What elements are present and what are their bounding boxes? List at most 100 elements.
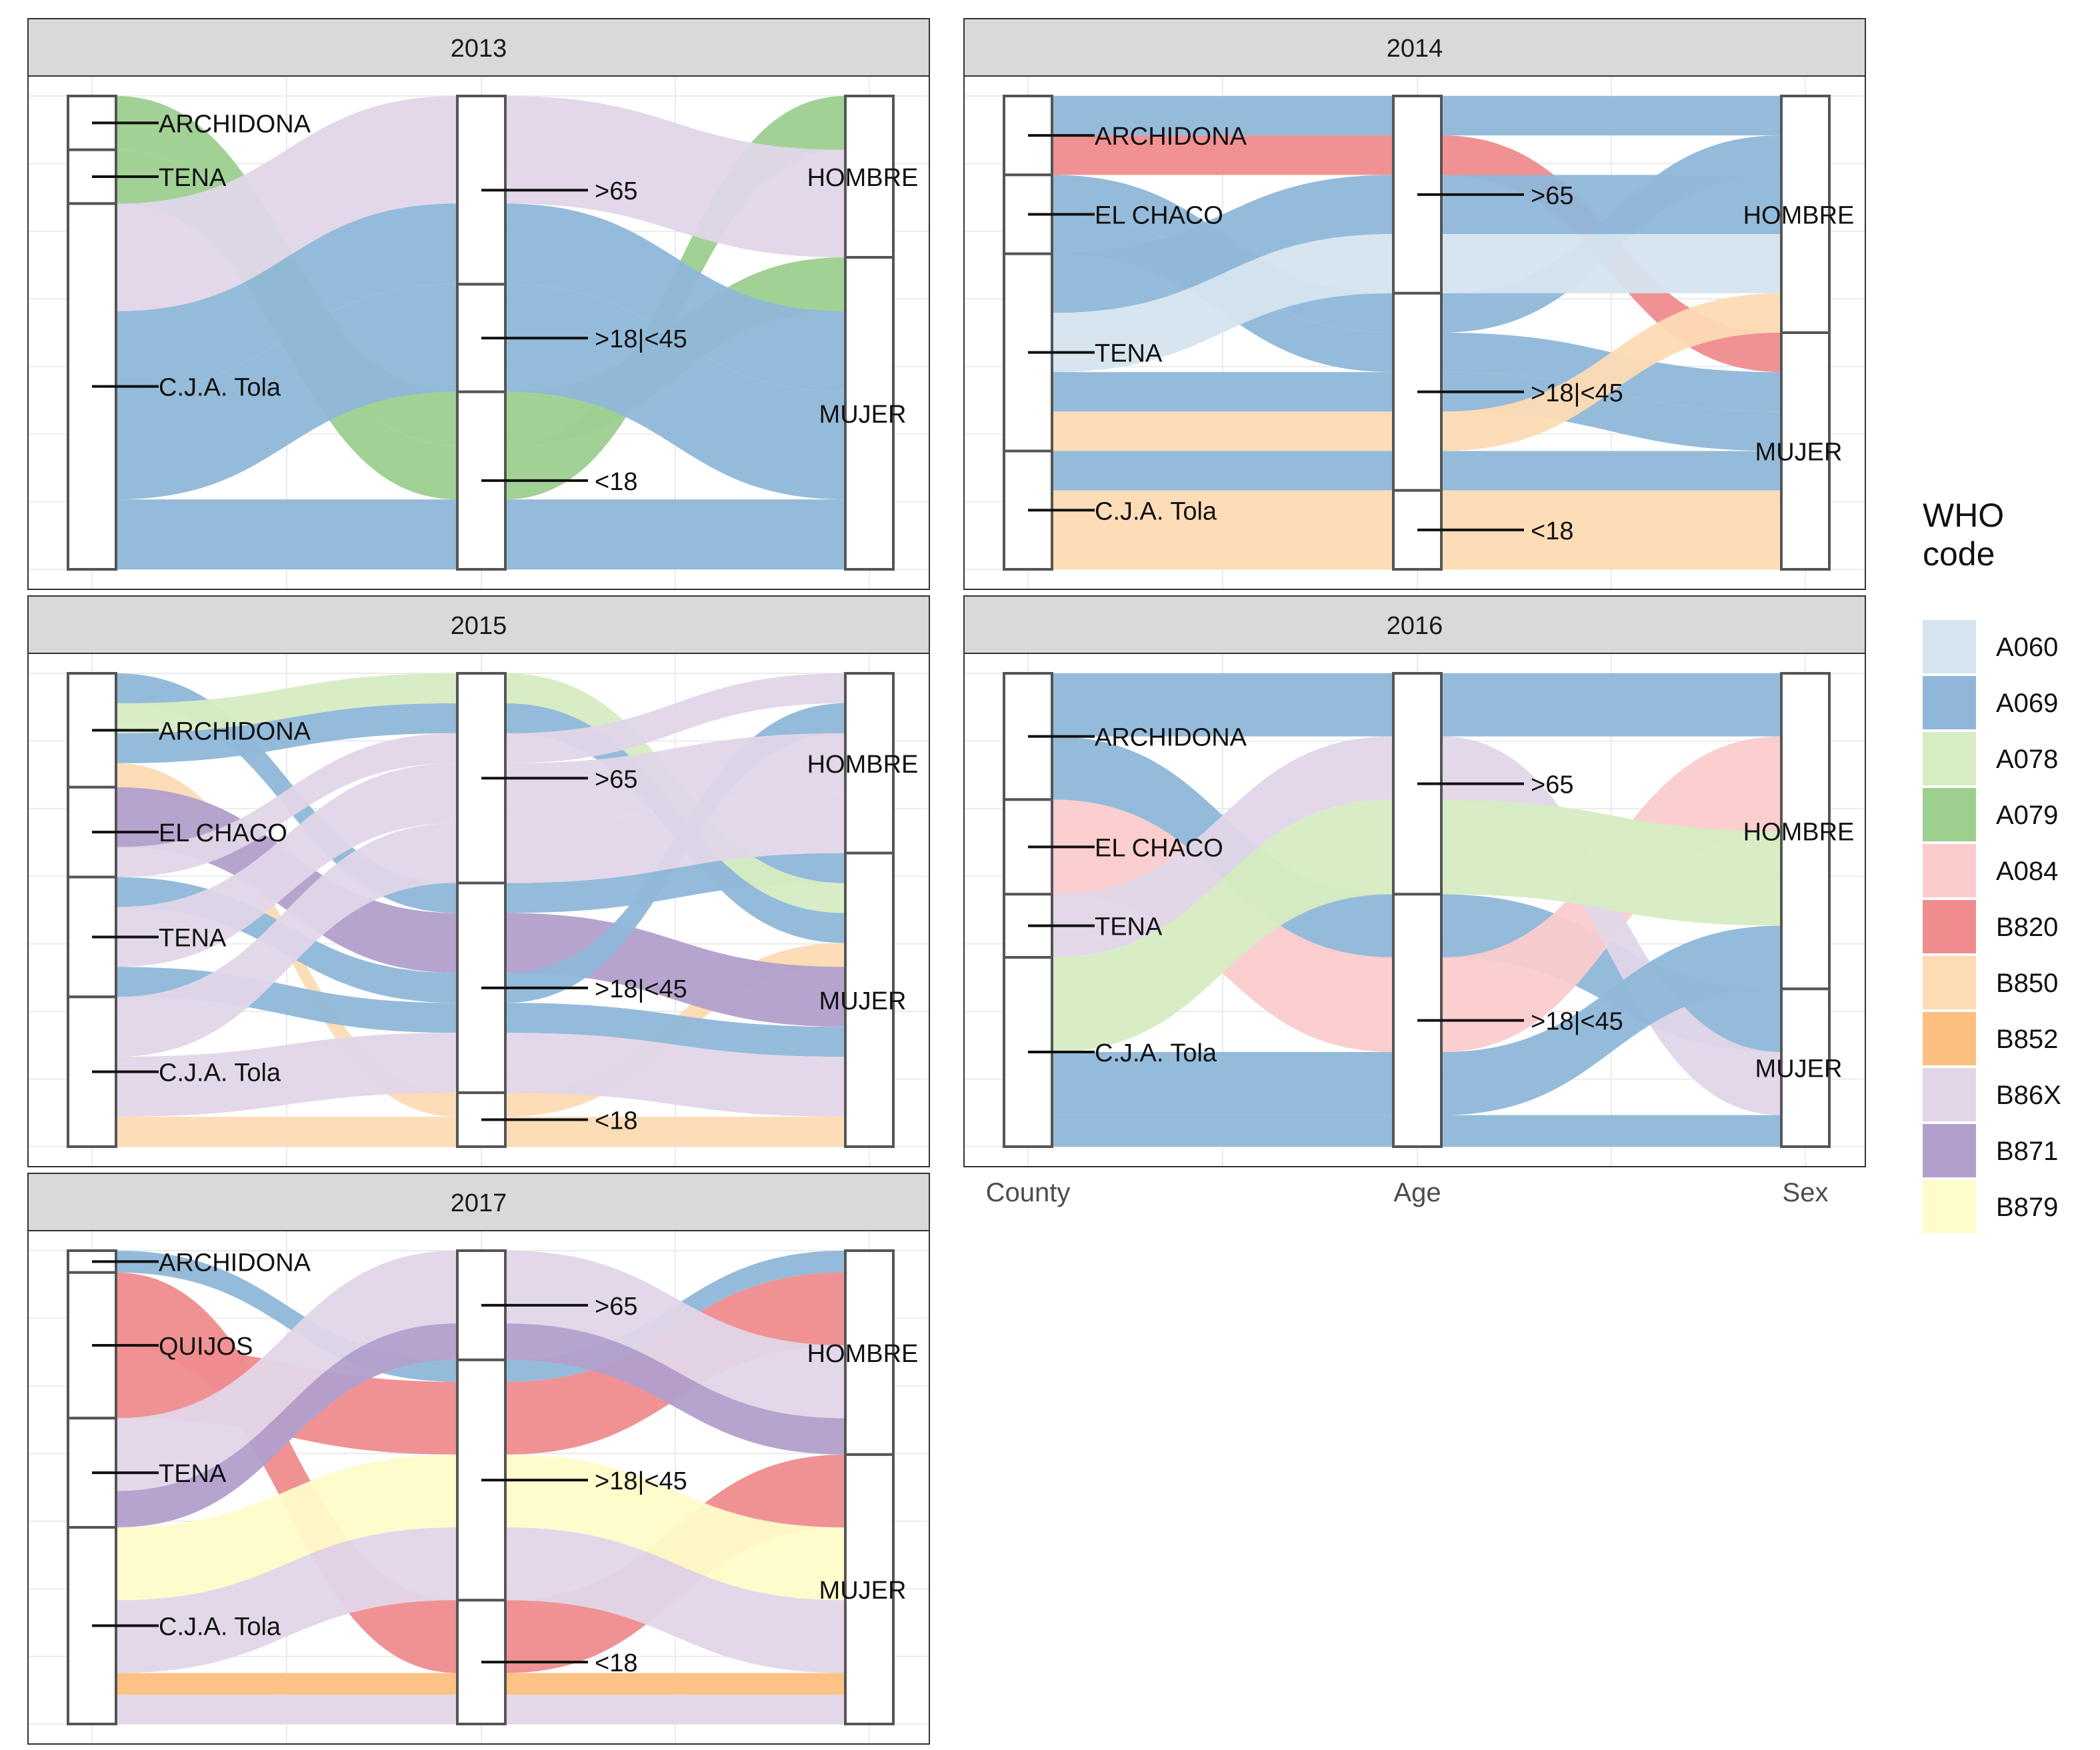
stratum-label-el-chaco: EL CHACO	[159, 819, 287, 847]
flow-a069-county-age	[116, 284, 457, 500]
stratum-sex-mujer	[844, 1453, 895, 1726]
stratum-label-tena: TENA	[159, 164, 227, 192]
flow-b852-county-age	[116, 1673, 457, 1695]
flow-b850-age-sex	[505, 1117, 845, 1147]
flow-a069-county-age	[1052, 1052, 1393, 1115]
stratum-label-tena: TENA	[159, 1460, 227, 1488]
panel-2014: 2014 ARCHIDONA EL CHACO TENA C.J.A. Tola >65 >…	[963, 18, 1866, 630]
facet-strip	[27, 18, 930, 77]
flow-a069-age-sex	[1441, 925, 1781, 1115]
facet-title: 2013	[451, 35, 507, 63]
flow-a069-age-sex	[505, 203, 845, 392]
flow-b871-county-age	[116, 1323, 457, 1528]
flow-a069-county-age	[116, 703, 457, 763]
stratum-label-el-chaco: EL CHACO	[1095, 834, 1223, 862]
flow-a069-county-age	[1052, 1115, 1393, 1147]
panel-2017: 2017 ARCHIDONA QUIJOS TENA C.J.A. Tola >65 >18…	[27, 1173, 930, 1745]
flow-a069-age-sex	[1441, 1115, 1781, 1147]
flow-a078-county-age	[1052, 799, 1393, 1052]
axis-label-age: Age	[1393, 1178, 1441, 1207]
flow-b86x-county-age	[116, 823, 457, 1057]
flow-b86x-county-age	[116, 763, 457, 967]
legend-label-b879: B879	[1996, 1193, 2058, 1222]
legend-swatch-a078	[1923, 732, 1976, 785]
flow-b852-age-sex	[505, 1673, 845, 1695]
stratum-label-65: >65	[1531, 771, 1573, 799]
panel-border	[27, 1230, 930, 1745]
stratum-sex-hombre	[844, 95, 895, 259]
flow-a069-county-age	[1052, 96, 1393, 136]
flow-b86x-county-age	[116, 733, 457, 877]
stratum-label-18-45: >18|<45	[1531, 379, 1623, 407]
stratum-label-tena: TENA	[159, 924, 227, 952]
stratum-label-archidona: ARCHIDONA	[159, 1249, 311, 1277]
legend-swatch-b852	[1923, 1012, 1976, 1065]
legend-swatch-a084	[1923, 844, 1976, 897]
facet-title: 2016	[1387, 612, 1443, 640]
legend-swatch-a060	[1923, 620, 1976, 673]
stratum-sex-hombre	[1780, 95, 1831, 334]
flow-a069-age-sex	[1441, 451, 1781, 491]
stratum-label-mujer: MUJER	[819, 401, 907, 429]
stratum-sex-mujer	[844, 851, 895, 1148]
facet-title: 2017	[451, 1189, 507, 1217]
flow-a069-age-sex	[1441, 372, 1781, 451]
legend-swatch-b850	[1923, 956, 1976, 1009]
stratum-label-c-j-a-tola: C.J.A. Tola	[159, 1059, 281, 1087]
facet-strip	[963, 595, 1866, 654]
stratum-label-archidona: ARCHIDONA	[1095, 123, 1247, 151]
stratum-label-65: >65	[1531, 182, 1573, 210]
stratum-label-hombre: HOMBRE	[1743, 819, 1855, 847]
legend-label-b871: B871	[1996, 1137, 2058, 1166]
panel-2016: 2016 ARCHIDONA EL CHACO TENA C.J.A. Tola >65 >…	[963, 595, 1866, 1207]
legend-swatch-b879	[1923, 1180, 1976, 1233]
flow-a069-county-age	[1052, 372, 1393, 412]
facet-strip	[963, 18, 1866, 77]
flow-a069-county-age	[1052, 673, 1393, 737]
stratum-label-18-45: >18|<45	[595, 1467, 687, 1495]
stratum-sex-hombre	[844, 1249, 895, 1456]
flow-b86x-age-sex	[505, 1527, 845, 1673]
flow-b86x-age-sex	[505, 1695, 845, 1724]
panel-2013: 2013 ARCHIDONA TENA C.J.A. Tola >65 >18|<45 <1…	[27, 18, 930, 630]
stratum-label-mujer: MUJER	[819, 1577, 907, 1605]
flow-b86x-age-sex	[505, 733, 845, 823]
legend-label-b852: B852	[1996, 1025, 2058, 1054]
panel-border	[27, 653, 930, 1167]
stratum-label-c-j-a-tola: C.J.A. Tola	[159, 374, 281, 402]
legend-swatch-a079	[1923, 788, 1976, 841]
legend-label-b86x: B86X	[1996, 1081, 2061, 1110]
stratum-sex-hombre	[1780, 672, 1831, 991]
flow-b86x-county-age	[116, 1033, 457, 1117]
flow-b850-county-age	[1052, 411, 1393, 451]
flow-a069-age-sex	[505, 284, 845, 500]
axis-label-county: County	[986, 1178, 1071, 1207]
legend-title: WHO	[1923, 497, 2004, 534]
facet-strip	[27, 595, 930, 654]
stratum-label-18-45: >18|<45	[595, 325, 687, 353]
stratum-sex-mujer	[1780, 331, 1831, 571]
stratum-label-tena: TENA	[1095, 340, 1163, 368]
flow-a078-county-age	[116, 673, 457, 733]
legend-label-a079: A079	[1996, 801, 2058, 830]
facet-title: 2015	[451, 612, 507, 640]
stratum-label-hombre: HOMBRE	[1743, 202, 1855, 230]
flow-b850-age-sex	[1441, 293, 1781, 451]
legend-swatch-b820	[1923, 900, 1976, 953]
panel-border	[963, 75, 1866, 590]
stratum-label-mujer: MUJER	[1755, 1055, 1843, 1083]
stratum-label-c-j-a-tola: C.J.A. Tola	[159, 1613, 281, 1641]
axis-label-sex: Sex	[1783, 1178, 1829, 1207]
stratum-label-tena: TENA	[1095, 913, 1163, 941]
panel-border	[963, 653, 1866, 1167]
flow-a069-age-sex	[1441, 96, 1781, 136]
flow-b86x-county-age	[116, 1251, 457, 1491]
stratum-sex-mujer	[1780, 987, 1831, 1149]
flow-b850-age-sex	[1441, 490, 1781, 530]
stratum-label-hombre: HOMBRE	[807, 751, 919, 779]
flow-a078-age-sex	[1441, 799, 1781, 926]
flow-b86x-age-sex	[505, 96, 845, 258]
stratum-label-archidona: ARCHIDONA	[159, 717, 311, 745]
flow-b86x-age-sex	[505, 1033, 845, 1117]
